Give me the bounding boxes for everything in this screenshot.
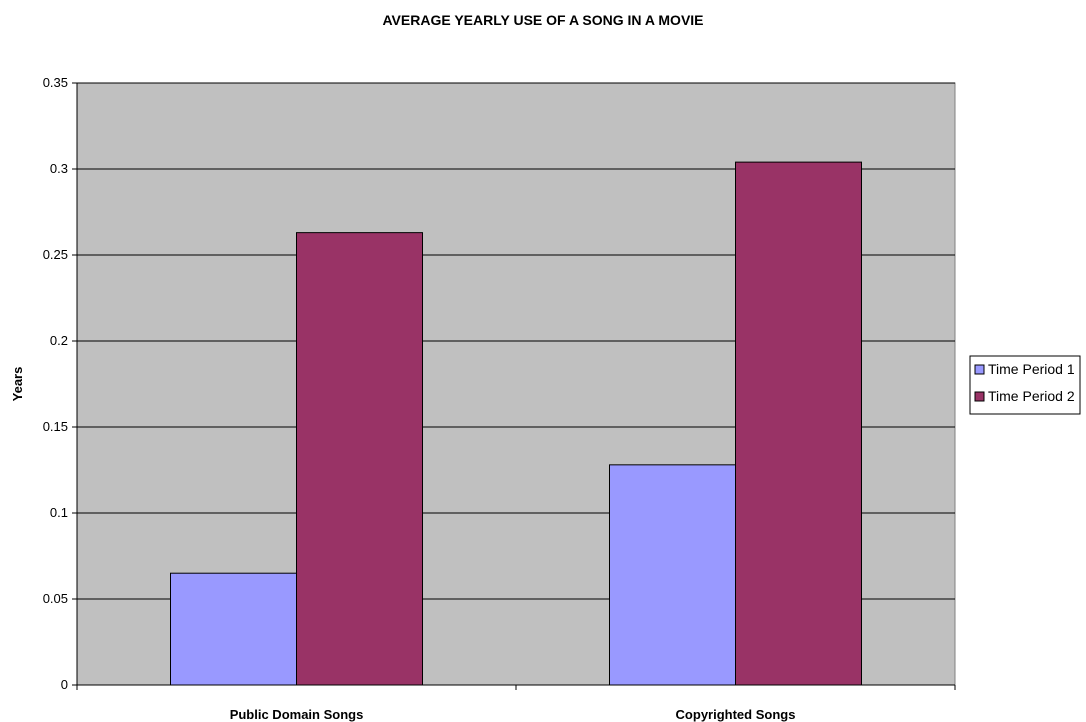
y-tick-label: 0.1 — [50, 505, 68, 520]
y-tick-label: 0.3 — [50, 161, 68, 176]
y-axis-tick-labels: 0 0.05 0.1 0.15 0.2 0.25 0.3 0.35 — [43, 75, 68, 692]
y-axis-title: Years — [10, 367, 25, 402]
x-axis-category-labels: Public Domain Songs Copyrighted Songs — [230, 707, 796, 722]
y-tick-label: 0 — [61, 677, 68, 692]
x-category-label: Public Domain Songs — [230, 707, 364, 722]
bar-2-2 — [735, 161, 862, 686]
legend-label: Time Period 1 — [988, 361, 1075, 377]
legend-box — [969, 355, 1081, 415]
legend: Time Period 1 Time Period 2 — [969, 355, 1081, 415]
y-tick-label: 0.35 — [43, 75, 68, 90]
x-category-label: Copyrighted Songs — [676, 707, 796, 722]
bar-1-2 — [609, 464, 736, 686]
legend-label: Time Period 2 — [988, 388, 1075, 404]
bar-1-1 — [170, 572, 297, 686]
y-tick-label: 0.2 — [50, 333, 68, 348]
y-tick-label: 0.05 — [43, 591, 68, 606]
y-tick-label: 0.25 — [43, 247, 68, 262]
axes — [72, 82, 956, 690]
legend-swatch — [974, 391, 985, 402]
bars — [170, 161, 862, 686]
legend-swatch — [974, 364, 985, 375]
bar-2-1 — [296, 232, 423, 686]
chart-title: AVERAGE YEARLY USE OF A SONG IN A MOVIE — [382, 12, 703, 28]
y-tick-label: 0.15 — [43, 419, 68, 434]
